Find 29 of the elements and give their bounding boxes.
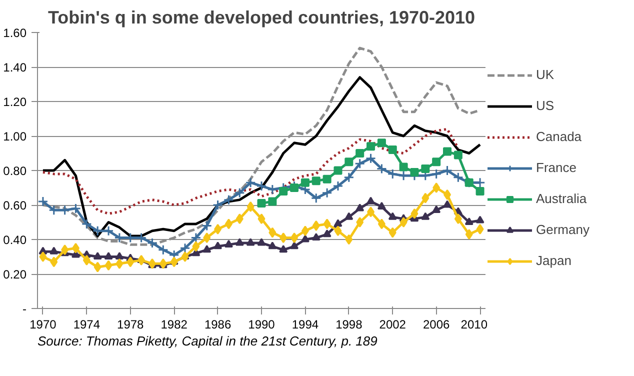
y-tick-label: - xyxy=(22,302,27,316)
y-tick-label: 0.40 xyxy=(3,233,27,247)
x-tick-label: 1998 xyxy=(336,318,363,332)
legend-label: UK xyxy=(536,67,556,82)
y-tick-label: 1.00 xyxy=(3,130,27,144)
x-tick-label: 2006 xyxy=(422,318,450,332)
x-tick-label: 1982 xyxy=(160,318,188,332)
x-tick-label: 1994 xyxy=(292,318,319,332)
y-tick-label: 0.60 xyxy=(3,198,27,212)
legend-label: France xyxy=(536,160,576,175)
y-tick-label: 0.80 xyxy=(3,164,27,178)
x-tick-label: 1990 xyxy=(248,318,276,332)
y-tick-label: 0.20 xyxy=(3,268,27,282)
y-tick-label: 1.60 xyxy=(3,26,27,40)
legend-label: Germany xyxy=(536,222,590,237)
y-tick-label: 1.20 xyxy=(3,95,27,109)
chart-title: Tobin's q in some developed countries, 1970-2010 xyxy=(48,8,476,28)
source-note: Source: Thomas Piketty, Capital in the 21st Century, p. 189 xyxy=(38,334,378,348)
x-tick-label: 2002 xyxy=(379,318,406,332)
x-tick-label: 1974 xyxy=(73,318,100,332)
legend-label: Canada xyxy=(536,129,582,144)
legend-label: US xyxy=(536,98,556,113)
legend-label: Japan xyxy=(536,253,572,268)
x-tick-label: 1986 xyxy=(204,318,232,332)
x-tick-label: 1970 xyxy=(30,318,57,332)
legend-label: Australia xyxy=(536,191,587,206)
y-tick-label: 1.40 xyxy=(3,60,27,74)
x-tick-label: 1978 xyxy=(117,318,144,332)
x-tick-label: 2010 xyxy=(460,318,488,332)
